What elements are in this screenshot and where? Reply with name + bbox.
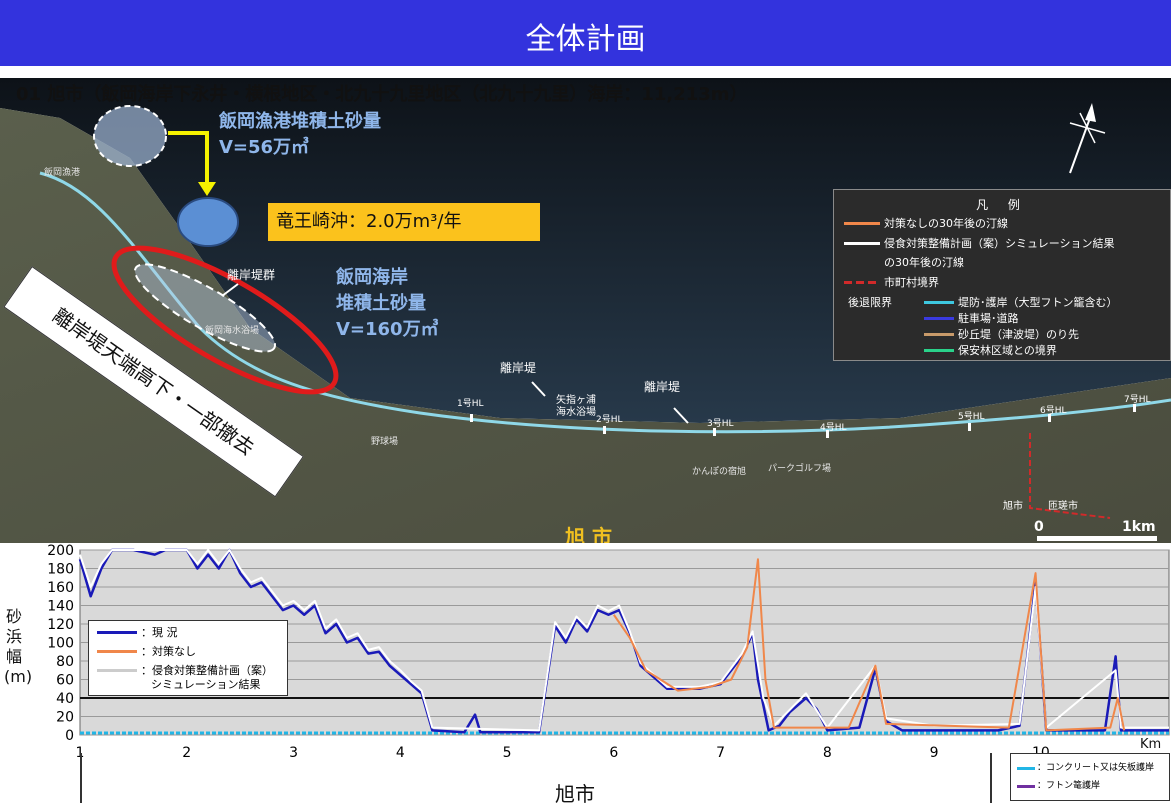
- legend-label-current: ：現 況: [141, 624, 178, 640]
- hl-label: 1号HL: [457, 396, 484, 409]
- legend-row-simulation: 侵食対策整備計画（案）シミュレーション結果: [844, 235, 1115, 251]
- swatch-concrete: [1017, 767, 1035, 770]
- legend-label-no-measures: 対策なしの30年後の汀線: [884, 215, 1008, 231]
- hl-label: 6号HL: [1040, 403, 1067, 416]
- y-tick-label: 20: [56, 710, 74, 726]
- legend-label-no-measures-chart: ：対策なし: [141, 643, 196, 659]
- legend-label-boundary: 市町村境界: [884, 274, 939, 290]
- place-asahi-big: 旭 市: [565, 521, 612, 543]
- y-tick-label: 120: [47, 617, 74, 633]
- legend-row-no-measures: 対策なしの30年後の汀線: [844, 215, 1008, 231]
- iioka-coast-title: 飯岡海岸: [336, 263, 408, 289]
- orange-line-swatch: [844, 222, 880, 225]
- place-asahi: 旭市: [1003, 497, 1023, 512]
- place-yasashi-2: 海水浴場: [556, 403, 596, 418]
- hl-label: 7号HL: [1124, 392, 1151, 405]
- x-tick-label: 6: [609, 745, 618, 761]
- x-tick-label: 7: [716, 745, 725, 761]
- hl-label: 4号HL: [820, 420, 847, 433]
- y-tick-label: 200: [47, 543, 74, 559]
- place-iioka-port: 飯岡漁港: [44, 165, 80, 178]
- blue-line-swatch: [924, 317, 954, 320]
- label-gabion: ：フトン篭護岸: [1037, 778, 1100, 791]
- place-sosa: 匝瑳市: [1048, 497, 1078, 512]
- legend-label-simulation-2: の30年後の汀線: [884, 254, 964, 270]
- hl-label: 2号HL: [596, 412, 623, 425]
- chart-legend: ：現 況 ：対策なし ：侵食対策整備計画（案） シミュレーション結果: [88, 620, 288, 696]
- legend-label-dune: 砂丘堤（津波堤）のり先: [958, 326, 1079, 342]
- legend-row-simulation-2: の30年後の汀線: [884, 254, 964, 270]
- x-tick-label: 2: [182, 745, 191, 761]
- section-subtitle: 01 旭市（飯岡海岸下永井・横根地区・北九十九里地区（北九十九里）海岸：11,2…: [16, 80, 748, 106]
- hl-label: 3号HL: [707, 416, 734, 429]
- legend-swatch-simulation: [97, 669, 137, 672]
- green-line-swatch: [924, 349, 954, 352]
- x-ticks: 12345678910: [76, 745, 1050, 761]
- left-bracket: [80, 753, 82, 803]
- swatch-gabion: [1017, 785, 1035, 788]
- map-legend: 凡 例 対策なしの30年後の汀線 侵食対策整備計画（案）シミュレーション結果 の…: [833, 189, 1171, 361]
- tan-line-swatch: [924, 333, 954, 336]
- red-dashed-swatch: [844, 281, 880, 284]
- scale-bar: [1037, 536, 1157, 541]
- label-concrete: ：コンクリート又は矢板護岸: [1037, 760, 1154, 773]
- y-tick-label: 160: [47, 580, 74, 596]
- y-tick-label: 180: [47, 562, 74, 578]
- x-tick-label: 3: [289, 745, 298, 761]
- x-tick-label: 9: [930, 745, 939, 761]
- map-legend-title: 凡 例: [834, 196, 1170, 213]
- legend-label-parking: 駐車場･道路: [958, 310, 1019, 326]
- white-line-swatch: [844, 242, 880, 245]
- iioka-port-volume-value: V=56万㎥: [219, 133, 309, 159]
- legend-swatch-no-measures: [97, 650, 137, 653]
- retreat-label-text: 後退限界: [848, 294, 892, 310]
- legend-label-seawall: 堤防･護岸（大型フトン籠含む）: [958, 294, 1118, 310]
- x-tick-label: 5: [503, 745, 512, 761]
- breakwater-group-label: 離岸堤群: [227, 266, 275, 283]
- legend-label-simulation-chart-2: シミュレーション結果: [151, 676, 261, 692]
- y-tick-label: 140: [47, 599, 74, 615]
- x-tick-label: 8: [823, 745, 832, 761]
- page-title: 全体計画: [526, 22, 646, 57]
- place-kanpo: かんぽの宿旭: [692, 464, 746, 477]
- x-unit-label: Km: [1140, 737, 1161, 752]
- iioka-port-volume-title: 飯岡漁港堆積土砂量: [219, 107, 381, 133]
- legend-label-forest: 保安林区域との境界: [958, 342, 1057, 358]
- legend-row-parking: 駐車場･道路: [924, 310, 1019, 326]
- y-ticks: 0 20 40 60 80 100 120 140 160 180 200: [47, 543, 74, 744]
- breakwater-label-2: 離岸堤: [644, 378, 680, 395]
- y-tick-label: 100: [47, 636, 74, 652]
- iioka-coast-line2: 堆積土砂量: [336, 289, 426, 315]
- cyan-line-swatch: [924, 301, 954, 304]
- place-park-golf: パークゴルフ場: [768, 461, 831, 474]
- y-tick-label: 40: [56, 691, 74, 707]
- x-tick-label: 4: [396, 745, 405, 761]
- hl-label: 5号HL: [958, 409, 985, 422]
- right-bracket: [990, 753, 992, 803]
- ryuozaki-offshore-label: 竜王崎沖：2.0万m³/年: [268, 203, 540, 241]
- legend-row-boundary: 市町村境界: [844, 274, 939, 290]
- page-header: 全体計画: [0, 0, 1171, 66]
- place-beach: 飯岡海水浴場: [205, 323, 259, 336]
- place-baseball: 野球場: [371, 434, 398, 447]
- y-tick-label: 0: [65, 728, 74, 744]
- y-axis-label: 砂浜幅(m): [4, 607, 24, 687]
- iioka-coast-value: V=160万㎥: [336, 315, 439, 341]
- legend-row-dune: 砂丘堤（津波堤）のり先: [924, 326, 1079, 342]
- legend-row-forest: 保安林区域との境界: [924, 342, 1057, 358]
- legend-label-simulation: 侵食対策整備計画（案）シミュレーション結果: [884, 235, 1115, 251]
- breakwater-label-1: 離岸堤: [500, 359, 536, 376]
- legend-swatch-current: [97, 631, 137, 634]
- iioka-port-area: [94, 106, 166, 166]
- legend-row-seawall: 堤防･護岸（大型フトン籠含む）: [924, 294, 1118, 310]
- legend-retreat-label: 後退限界: [848, 294, 892, 310]
- revetment-legend: ：コンクリート又は矢板護岸 ：フトン篭護岸: [1010, 753, 1170, 801]
- scale-one: 1km: [1122, 519, 1156, 535]
- ryuozaki-offshore-marker: [178, 198, 238, 246]
- y-tick-label: 60: [56, 673, 74, 689]
- y-tick-label: 80: [56, 654, 74, 670]
- scale-zero: 0: [1034, 519, 1044, 535]
